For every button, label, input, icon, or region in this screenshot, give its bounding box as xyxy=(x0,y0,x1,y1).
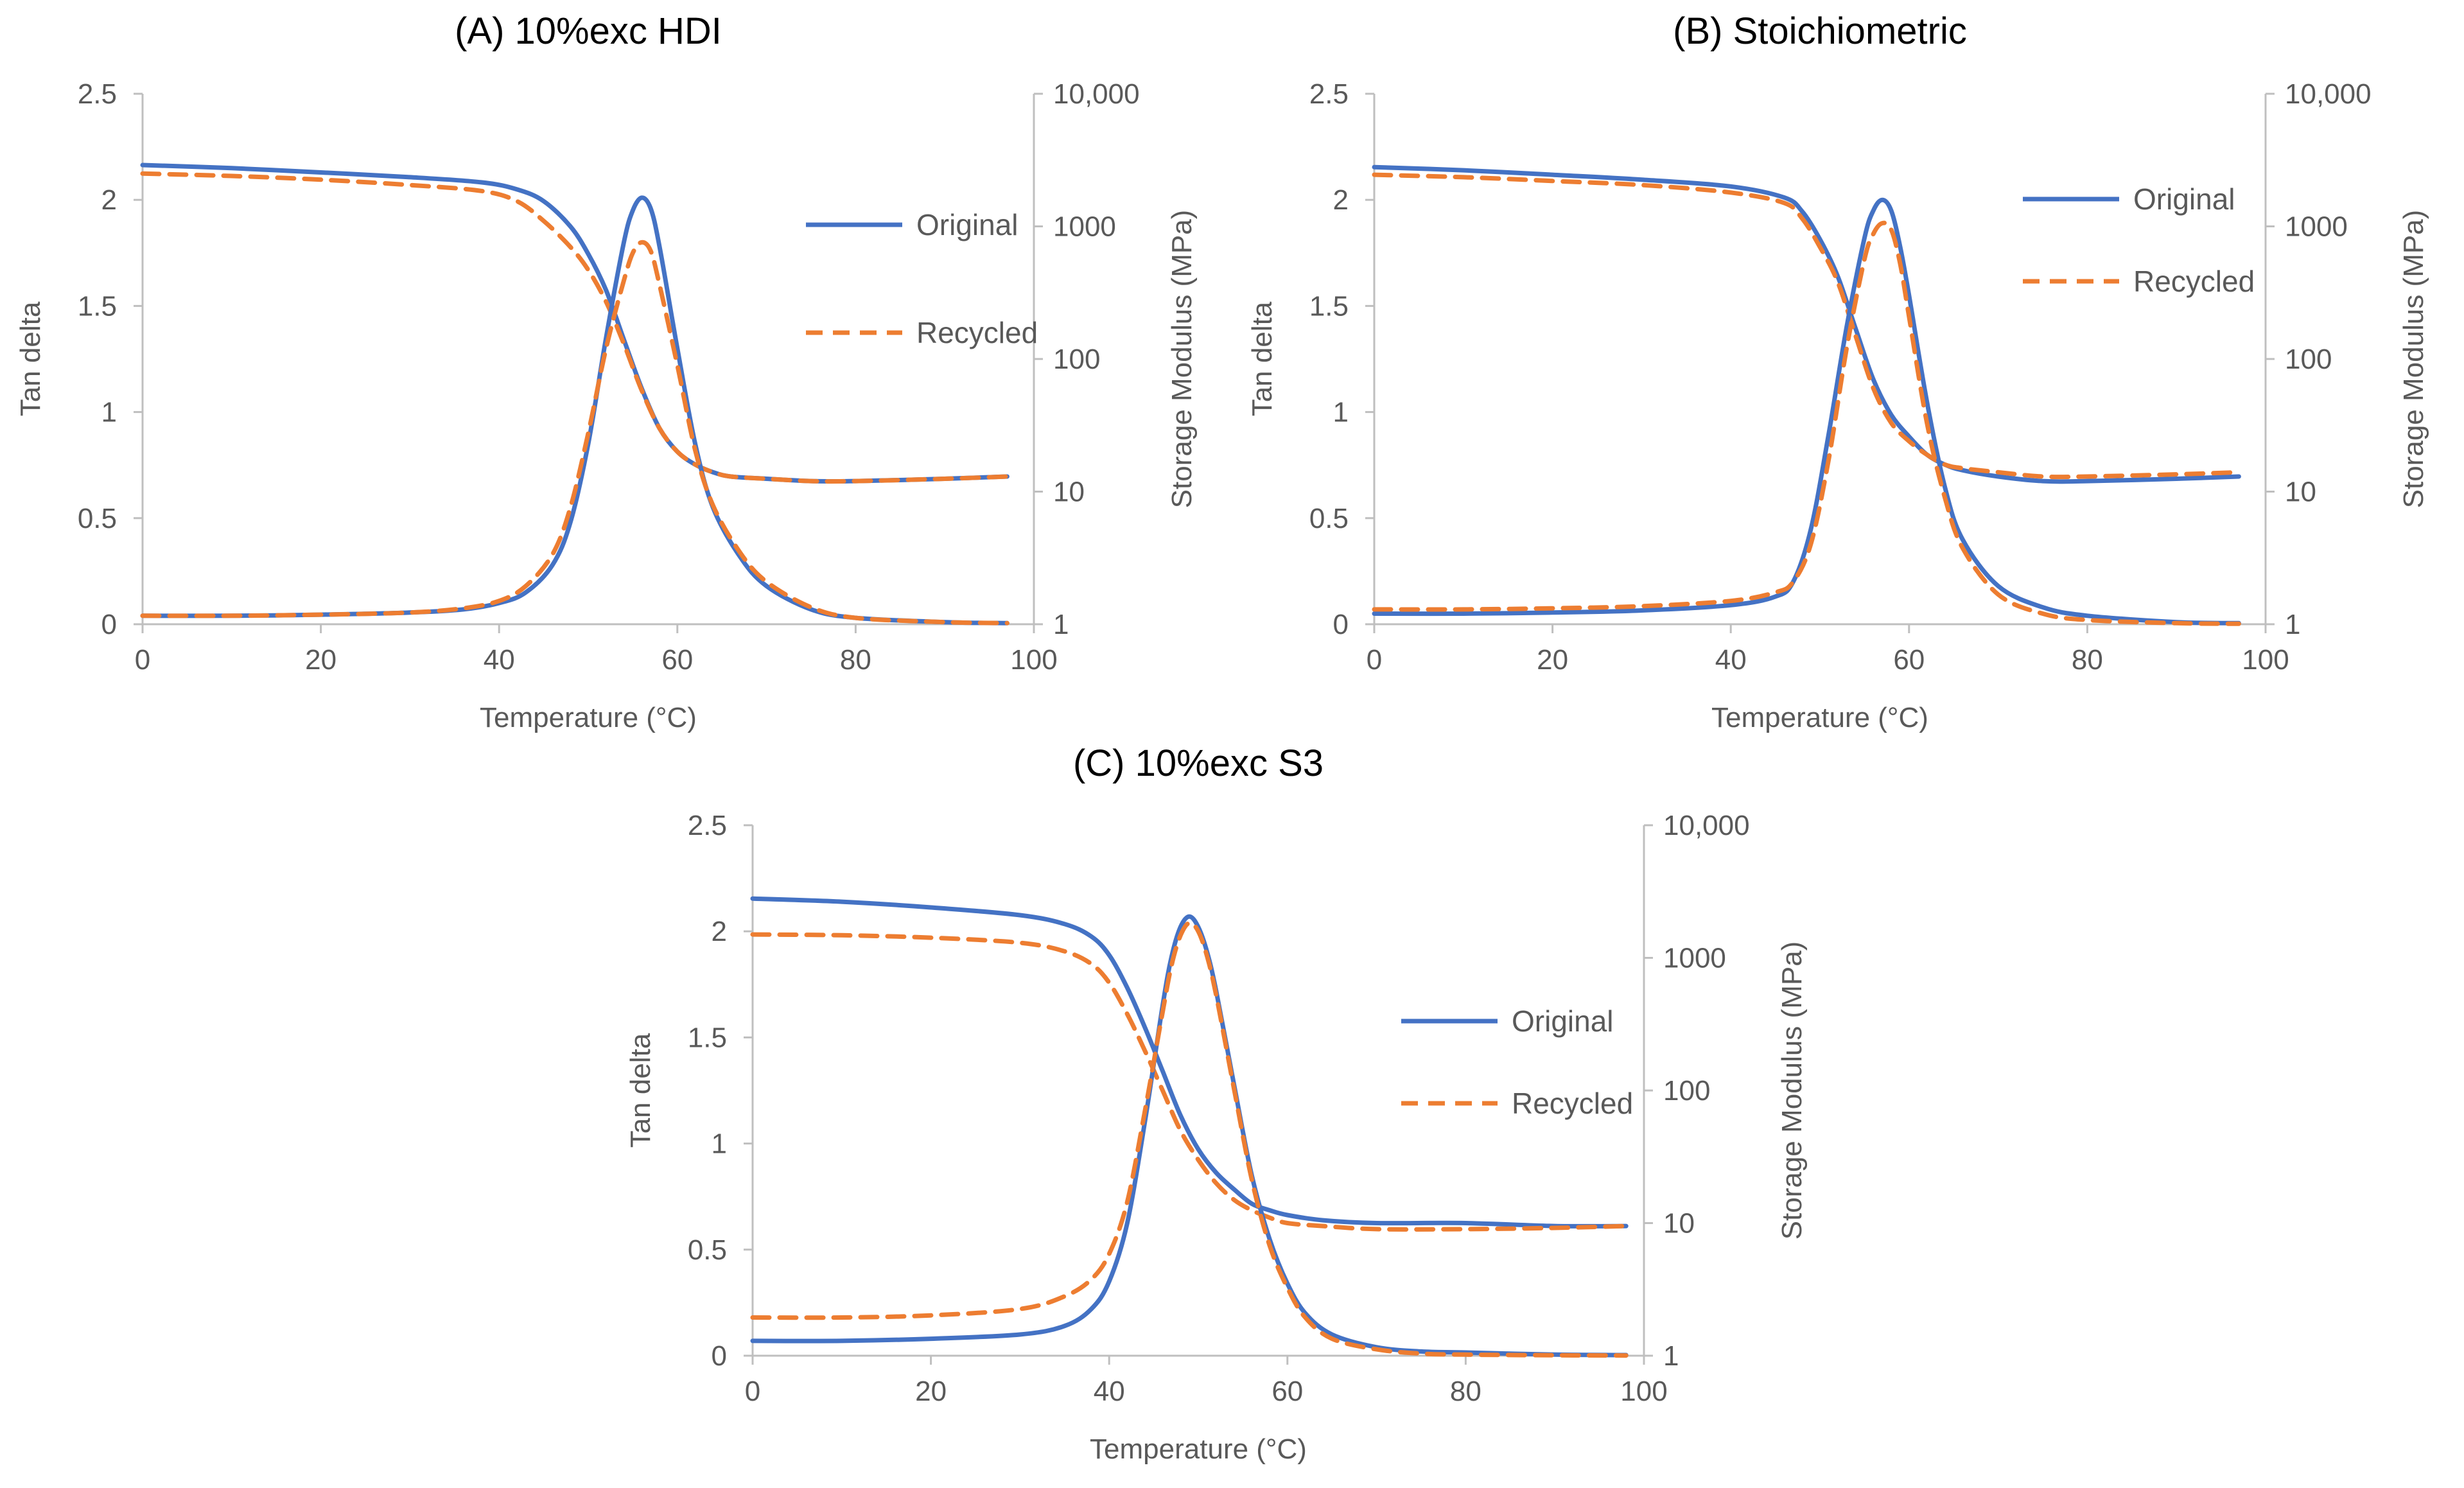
x-tick-label: 60 xyxy=(1271,1376,1303,1407)
y-tick-label: 2 xyxy=(712,916,727,947)
y-tick-label: 1.5 xyxy=(1309,290,1349,322)
x-tick-label: 40 xyxy=(484,644,515,676)
y-tick-label: 0.5 xyxy=(688,1234,727,1266)
y2-axis-label: Storage Modulus (MPa) xyxy=(1776,941,1808,1240)
y-tick-label: 1 xyxy=(101,397,117,428)
y2-tick-label: 10,000 xyxy=(1663,810,1750,841)
y-tick-label: 1 xyxy=(712,1128,727,1160)
x-tick-label: 100 xyxy=(1620,1376,1667,1407)
y2-tick-label: 1 xyxy=(2285,609,2300,640)
x-tick-label: 20 xyxy=(1537,644,1568,676)
y2-axis-label: Storage Modulus (MPa) xyxy=(2398,210,2429,509)
y2-tick-label: 10 xyxy=(2285,477,2316,508)
series-original-storage-modulus-line xyxy=(140,162,1009,484)
chart-title: (A) 10%exc HDI xyxy=(455,10,722,52)
legend-label-recycled: Recycled xyxy=(916,316,1038,349)
y-tick-label: 2.5 xyxy=(1309,78,1349,110)
x-tick-label: 100 xyxy=(1010,644,1057,676)
chart-panel-c: (C) 10%exc S30 20 40 60 80 10000.511.522.5110… xyxy=(625,742,1808,1465)
series-recycled-tan-delta-line xyxy=(140,240,1009,626)
x-tick-label: 0 xyxy=(1367,644,1382,676)
y-axis-label: Tan delta xyxy=(15,301,46,416)
series-original-storage-modulus-line xyxy=(1372,164,2241,484)
y-tick-label: 1.5 xyxy=(688,1022,727,1053)
y2-tick-label: 1000 xyxy=(1053,211,1116,243)
x-tick-label: 40 xyxy=(1094,1376,1125,1407)
y-tick-label: 0 xyxy=(1333,609,1349,640)
y2-tick-label: 10,000 xyxy=(1053,78,1140,110)
x-tick-label: 0 xyxy=(135,644,150,676)
legend-label-recycled: Recycled xyxy=(1512,1087,1633,1120)
y-tick-label: 1 xyxy=(1333,397,1349,428)
series-original-tan-delta-line xyxy=(140,195,1009,626)
x-tick-label: 60 xyxy=(1893,644,1925,676)
legend-label-original: Original xyxy=(2133,182,2235,216)
y2-tick-label: 10,000 xyxy=(2285,78,2372,110)
y2-tick-label: 1000 xyxy=(2285,211,2348,243)
y-tick-label: 2 xyxy=(101,184,117,216)
y-tick-label: 2 xyxy=(1333,184,1349,216)
y-tick-label: 0 xyxy=(712,1340,727,1372)
x-tick-label: 80 xyxy=(2072,644,2103,676)
y-tick-label: 2.5 xyxy=(688,810,727,841)
y-tick-label: 0 xyxy=(101,609,117,640)
y-tick-label: 0.5 xyxy=(1309,503,1349,534)
x-axis-label: Temperature (°C) xyxy=(1711,702,1928,733)
legend-label-recycled: Recycled xyxy=(2133,265,2255,298)
legend-label-original: Original xyxy=(916,208,1018,241)
series-recycled-storage-modulus-line xyxy=(140,171,1009,484)
series-recycled-tan-delta-line xyxy=(1372,220,2241,626)
y-axis-label: Tan delta xyxy=(625,1033,656,1148)
y-tick-label: 1.5 xyxy=(78,290,117,322)
y2-tick-label: 1 xyxy=(1663,1340,1679,1372)
y2-tick-label: 100 xyxy=(1663,1075,1710,1107)
series-recycled-storage-modulus-line xyxy=(750,932,1629,1232)
chart-title: (B) Stoichiometric xyxy=(1673,10,1967,52)
y-tick-label: 2.5 xyxy=(78,78,117,110)
y2-axis-label: Storage Modulus (MPa) xyxy=(1166,210,1198,509)
x-axis-label: Temperature (°C) xyxy=(480,702,697,733)
y2-tick-label: 10 xyxy=(1053,477,1085,508)
y-axis-label: Tan delta xyxy=(1246,301,1278,416)
x-tick-label: 60 xyxy=(661,644,693,676)
y2-tick-label: 100 xyxy=(2285,344,2332,375)
y2-tick-label: 100 xyxy=(1053,344,1100,375)
x-tick-label: 0 xyxy=(745,1376,760,1407)
x-tick-label: 20 xyxy=(305,644,336,676)
series-original-storage-modulus-line xyxy=(750,896,1629,1229)
y2-tick-label: 1 xyxy=(1053,609,1069,640)
x-axis-label: Temperature (°C) xyxy=(1090,1433,1307,1465)
y-tick-label: 0.5 xyxy=(78,503,117,534)
y2-tick-label: 1000 xyxy=(1663,943,1726,974)
legend-label-original: Original xyxy=(1512,1004,1614,1038)
chart-title: (C) 10%exc S3 xyxy=(1073,742,1324,784)
x-tick-label: 80 xyxy=(1450,1376,1481,1407)
x-tick-label: 40 xyxy=(1715,644,1747,676)
series-original-tan-delta-line xyxy=(1372,197,2241,626)
x-tick-label: 100 xyxy=(2242,644,2289,676)
series-recycled-storage-modulus-line xyxy=(1372,172,2241,480)
x-tick-label: 80 xyxy=(840,644,871,676)
x-tick-label: 20 xyxy=(915,1376,947,1407)
y2-tick-label: 10 xyxy=(1663,1208,1695,1239)
series-recycled-tan-delta-line xyxy=(750,920,1629,1358)
